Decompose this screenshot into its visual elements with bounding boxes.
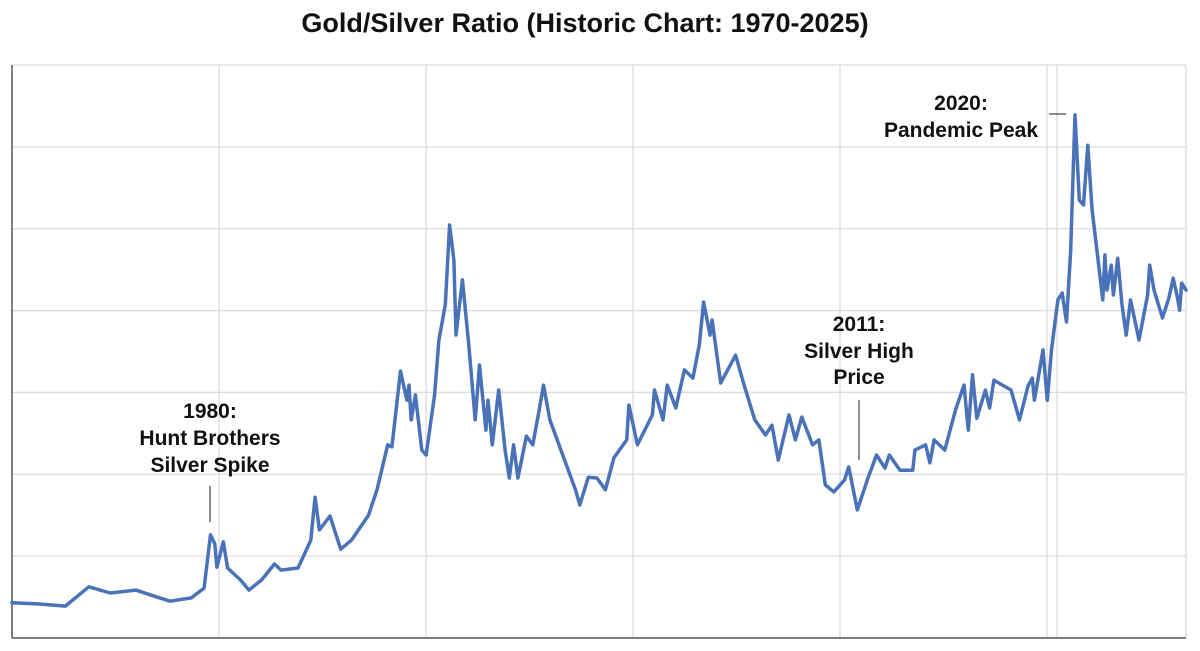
annotation-2011: 2011: Silver High Price <box>804 313 914 460</box>
series-line <box>10 113 1188 608</box>
grid <box>12 64 1187 638</box>
data-points <box>11 114 1187 607</box>
annotation-2011-line3: Price <box>833 366 884 389</box>
annotation-1980-line3: Silver Spike <box>150 454 269 477</box>
annotation-1980-line1: 1980: <box>183 400 237 423</box>
annotation-2020-line2: Pandemic Peak <box>884 119 1038 142</box>
annotation-1980: 1980: Hunt Brothers Silver Spike <box>139 400 281 522</box>
annotation-2011-line2: Silver High <box>804 340 914 363</box>
annotation-2020: 2020: Pandemic Peak <box>884 92 1066 142</box>
annotation-2011-line1: 2011: <box>833 313 886 336</box>
annotation-1980-line2: Hunt Brothers <box>139 427 280 450</box>
annotation-2020-line1: 2020: <box>934 92 988 115</box>
chart-title: Gold/Silver Ratio (Historic Chart: 1970-… <box>301 8 868 38</box>
